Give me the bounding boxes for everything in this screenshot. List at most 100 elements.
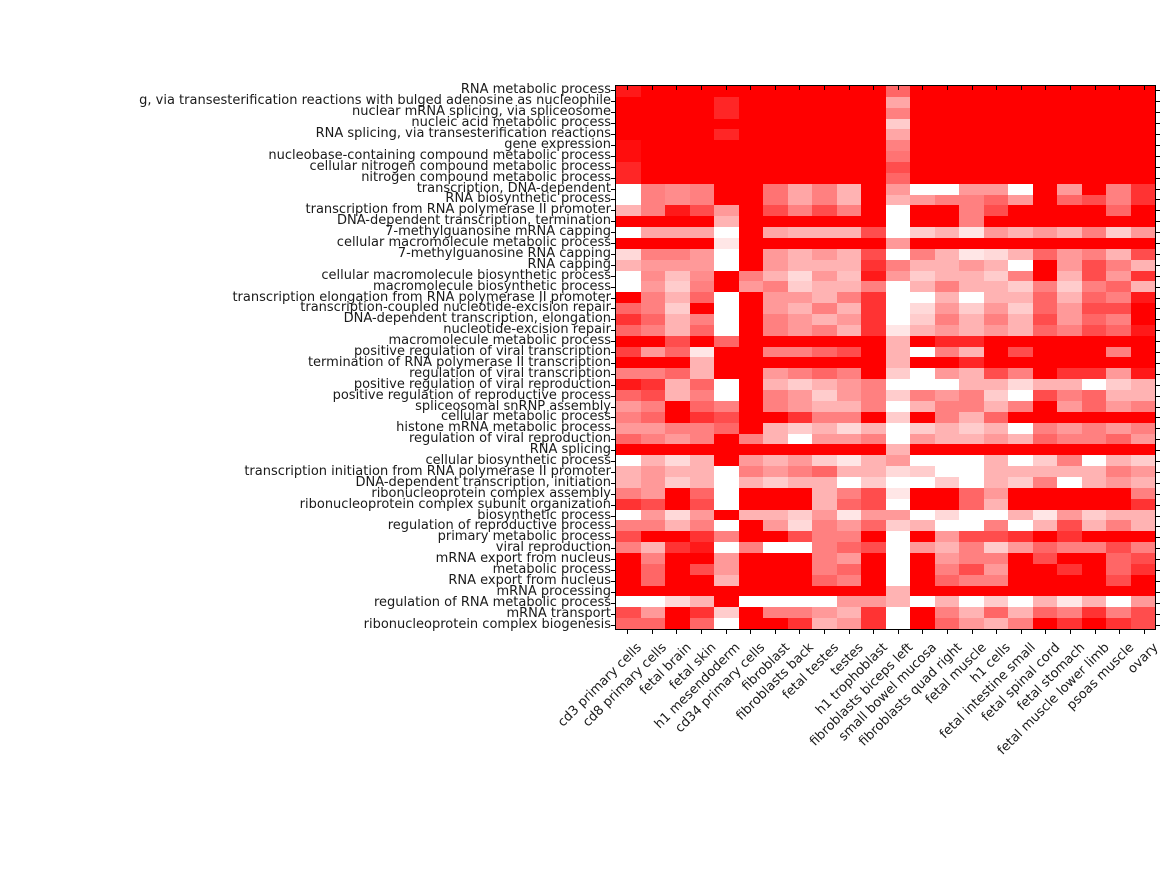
heatmap-cell <box>787 270 812 282</box>
axis-tick <box>1156 134 1160 135</box>
y-axis-label: ribonucleoprotein complex subunit organi… <box>299 496 611 512</box>
heatmap-cell <box>1081 216 1106 228</box>
heatmap-cell <box>616 314 641 325</box>
heatmap-cell <box>616 466 641 477</box>
heatmap-cell <box>714 346 739 358</box>
heatmap-cell <box>934 368 959 380</box>
axis-tick <box>1156 167 1160 168</box>
heatmap-cell <box>812 618 837 629</box>
axis-tick <box>611 548 615 549</box>
heatmap-cell <box>1057 368 1082 380</box>
heatmap-cell <box>665 238 690 249</box>
heatmap-cell <box>1057 140 1082 152</box>
heatmap-cell <box>1081 400 1106 412</box>
heatmap-cell <box>1008 151 1033 163</box>
heatmap-cell <box>1106 563 1131 575</box>
heatmap-cell <box>934 86 959 97</box>
heatmap-cell <box>640 563 665 575</box>
heatmap-cell <box>910 379 935 391</box>
heatmap-cell <box>934 183 959 195</box>
heatmap-cell <box>689 205 714 217</box>
heatmap-cell <box>738 466 763 477</box>
heatmap-cell <box>1057 86 1082 97</box>
heatmap-cell <box>714 531 739 543</box>
heatmap-cell <box>983 585 1008 597</box>
heatmap-cell <box>1057 509 1082 521</box>
y-axis-label: 7-methylguanosine mRNA capping <box>385 224 611 240</box>
heatmap-cell <box>714 455 739 467</box>
heatmap-cell <box>885 346 910 358</box>
y-axis-label: DNA-dependent transcription, termination <box>336 213 611 229</box>
y-axis-label: termination of RNA polymerase II transcr… <box>307 354 611 370</box>
axis-tick <box>611 450 615 451</box>
heatmap-cell <box>861 281 886 293</box>
heatmap-cell <box>836 476 861 488</box>
heatmap-cell <box>1130 248 1155 260</box>
heatmap-cell <box>665 531 690 543</box>
axis-tick <box>611 145 615 146</box>
heatmap-cell <box>1008 357 1033 369</box>
heatmap-cell <box>714 314 739 325</box>
heatmap-cell <box>787 563 812 575</box>
axis-tick <box>1156 123 1160 124</box>
heatmap-cell <box>836 618 861 629</box>
heatmap-cell <box>738 292 763 304</box>
heatmap-cell <box>861 607 886 619</box>
heatmap-cell <box>910 86 935 97</box>
heatmap-cell <box>763 552 788 564</box>
heatmap-cell <box>885 281 910 293</box>
heatmap-cell <box>1130 86 1155 97</box>
heatmap-cell <box>959 172 984 184</box>
heatmap-cell <box>763 607 788 619</box>
heatmap-cell <box>640 390 665 401</box>
heatmap-cell <box>1081 574 1106 586</box>
heatmap-cell <box>714 574 739 586</box>
heatmap-cell <box>934 509 959 521</box>
heatmap-cell <box>616 270 641 282</box>
heatmap-cell <box>885 172 910 184</box>
heatmap-cell <box>1081 542 1106 553</box>
heatmap-cell <box>689 574 714 586</box>
heatmap-cell <box>861 183 886 195</box>
axis-tick <box>1156 592 1160 593</box>
heatmap-cell <box>665 444 690 456</box>
heatmap-cell <box>812 281 837 293</box>
heatmap-cell <box>714 270 739 282</box>
heatmap-cell <box>836 238 861 249</box>
heatmap-cell <box>812 574 837 586</box>
heatmap-cell <box>836 563 861 575</box>
heatmap-cell <box>910 400 935 412</box>
axis-tick <box>611 123 615 124</box>
heatmap-cell <box>910 335 935 347</box>
heatmap-cell <box>640 259 665 271</box>
heatmap-cell <box>763 162 788 173</box>
heatmap-cell <box>861 303 886 315</box>
y-axis-label: positive regulation of viral transcripti… <box>354 344 611 360</box>
heatmap-cell <box>959 379 984 391</box>
heatmap-cell <box>959 618 984 629</box>
heatmap-cell <box>665 248 690 260</box>
heatmap-cell <box>1032 552 1057 564</box>
heatmap-cell <box>616 172 641 184</box>
heatmap-cell <box>1106 476 1131 488</box>
heatmap-cell <box>983 552 1008 564</box>
heatmap-cell <box>665 129 690 141</box>
axis-tick <box>611 243 615 244</box>
heatmap-cell <box>640 96 665 108</box>
heatmap-cell <box>910 498 935 510</box>
heatmap-cell <box>934 259 959 271</box>
heatmap-cell <box>738 433 763 445</box>
heatmap-cell <box>665 466 690 477</box>
heatmap-cell <box>1106 314 1131 325</box>
heatmap-cell <box>738 140 763 152</box>
heatmap-cell <box>959 118 984 130</box>
y-axis-label: cellular biosynthetic process <box>425 453 611 469</box>
heatmap-cell <box>861 509 886 521</box>
axis-tick <box>1021 630 1022 634</box>
heatmap-cell <box>616 563 641 575</box>
heatmap-cell <box>714 368 739 380</box>
heatmap-cell <box>1130 476 1155 488</box>
heatmap-cell <box>836 205 861 217</box>
heatmap-cell <box>861 368 886 380</box>
heatmap-cell <box>1057 118 1082 130</box>
